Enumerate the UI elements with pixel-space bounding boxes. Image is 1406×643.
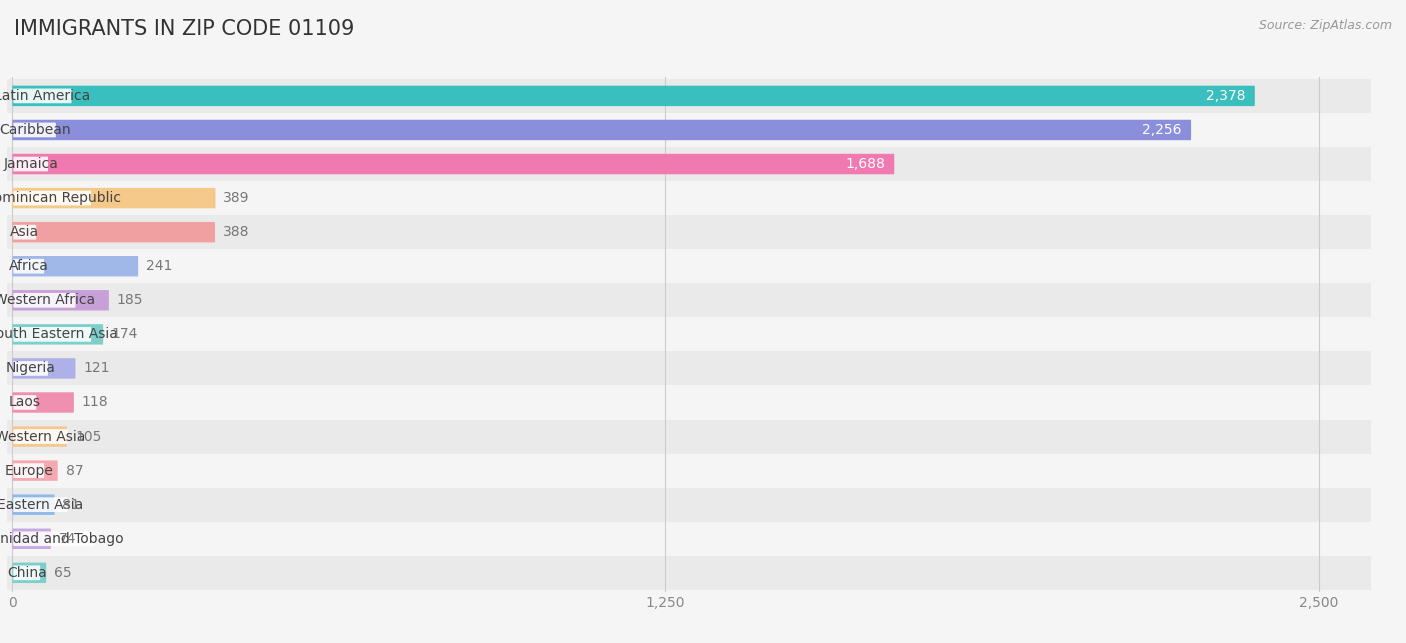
Text: Western Africa: Western Africa [0, 293, 96, 307]
Text: 74: 74 [59, 532, 76, 546]
FancyBboxPatch shape [13, 154, 894, 174]
FancyBboxPatch shape [13, 395, 37, 410]
FancyBboxPatch shape [13, 429, 67, 444]
Bar [0, 284, 1406, 318]
Bar [0, 181, 1406, 215]
Bar [0, 385, 1406, 419]
FancyBboxPatch shape [13, 460, 58, 481]
Text: China: China [7, 566, 46, 580]
Bar [0, 249, 1406, 284]
FancyBboxPatch shape [13, 86, 1254, 106]
Bar [0, 113, 1406, 147]
Text: Eastern Asia: Eastern Asia [0, 498, 83, 512]
FancyBboxPatch shape [13, 463, 44, 478]
FancyBboxPatch shape [13, 494, 55, 515]
FancyBboxPatch shape [13, 293, 76, 307]
Text: 174: 174 [111, 327, 138, 341]
FancyBboxPatch shape [13, 123, 56, 138]
FancyBboxPatch shape [13, 358, 76, 379]
Text: Africa: Africa [8, 259, 49, 273]
FancyBboxPatch shape [13, 426, 67, 447]
Bar [0, 556, 1406, 590]
Text: South Eastern Asia: South Eastern Asia [0, 327, 118, 341]
Text: Latin America: Latin America [0, 89, 90, 103]
Text: Caribbean: Caribbean [0, 123, 70, 137]
FancyBboxPatch shape [13, 563, 46, 583]
FancyBboxPatch shape [13, 225, 37, 240]
Bar [0, 147, 1406, 181]
FancyBboxPatch shape [13, 531, 96, 546]
Bar [0, 487, 1406, 521]
Text: Dominican Republic: Dominican Republic [0, 191, 121, 205]
FancyBboxPatch shape [13, 191, 91, 206]
Text: 388: 388 [222, 225, 249, 239]
FancyBboxPatch shape [13, 222, 215, 242]
Text: 2,256: 2,256 [1142, 123, 1181, 137]
Text: 121: 121 [83, 361, 110, 376]
FancyBboxPatch shape [13, 89, 72, 104]
FancyBboxPatch shape [13, 529, 51, 549]
FancyBboxPatch shape [13, 290, 108, 311]
Text: Laos: Laos [8, 395, 41, 410]
Text: Europe: Europe [4, 464, 53, 478]
FancyBboxPatch shape [13, 565, 41, 580]
Bar [0, 351, 1406, 385]
FancyBboxPatch shape [13, 497, 67, 512]
Bar [0, 521, 1406, 556]
FancyBboxPatch shape [13, 327, 91, 341]
Text: Source: ZipAtlas.com: Source: ZipAtlas.com [1258, 19, 1392, 32]
Text: 185: 185 [117, 293, 143, 307]
Text: 389: 389 [224, 191, 250, 205]
FancyBboxPatch shape [13, 157, 48, 172]
Text: 1,688: 1,688 [845, 157, 884, 171]
FancyBboxPatch shape [13, 120, 1191, 140]
Text: 65: 65 [53, 566, 72, 580]
Text: 118: 118 [82, 395, 108, 410]
Text: 241: 241 [146, 259, 173, 273]
Text: 2,378: 2,378 [1206, 89, 1246, 103]
Bar [0, 215, 1406, 249]
Text: Asia: Asia [10, 225, 39, 239]
Bar [0, 318, 1406, 351]
Text: 105: 105 [75, 430, 101, 444]
FancyBboxPatch shape [13, 256, 138, 276]
Bar [0, 79, 1406, 113]
Text: Western Asia: Western Asia [0, 430, 86, 444]
FancyBboxPatch shape [13, 259, 44, 273]
Bar [0, 419, 1406, 453]
Bar [0, 453, 1406, 487]
Text: 87: 87 [66, 464, 83, 478]
Text: IMMIGRANTS IN ZIP CODE 01109: IMMIGRANTS IN ZIP CODE 01109 [14, 19, 354, 39]
Text: Jamaica: Jamaica [3, 157, 58, 171]
Text: 81: 81 [62, 498, 80, 512]
Text: Nigeria: Nigeria [6, 361, 56, 376]
FancyBboxPatch shape [13, 324, 103, 345]
FancyBboxPatch shape [13, 188, 215, 208]
FancyBboxPatch shape [13, 392, 75, 413]
FancyBboxPatch shape [13, 361, 48, 376]
Text: Trinidad and Tobago: Trinidad and Tobago [0, 532, 124, 546]
